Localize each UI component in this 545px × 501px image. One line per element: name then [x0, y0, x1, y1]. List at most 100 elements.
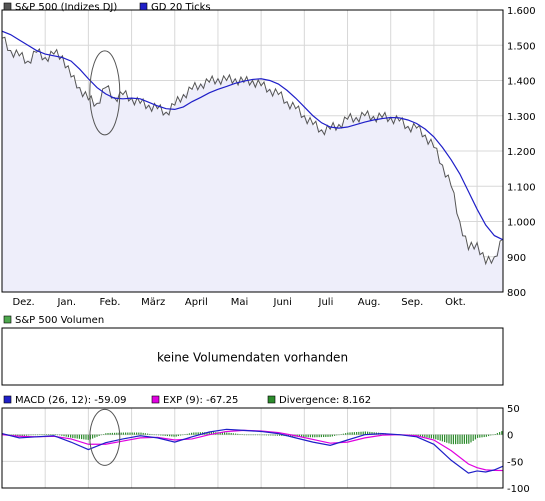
divergence-bar [34, 434, 36, 436]
price-y-tick-label: 1.000 [507, 218, 536, 229]
price-x-month-label: Okt. [445, 297, 466, 308]
divergence-bar [501, 431, 503, 435]
divergence-bar [158, 434, 160, 436]
divergence-bar [224, 432, 226, 435]
divergence-bar [246, 434, 248, 436]
divergence-bar [433, 434, 435, 439]
divergence-bar [210, 432, 212, 435]
divergence-bar [239, 434, 241, 435]
divergence-bar [96, 434, 98, 437]
divergence-bar [470, 434, 472, 443]
divergence-bar [228, 432, 230, 435]
divergence-bar [452, 434, 454, 445]
divergence-bar [26, 434, 28, 436]
divergence-bar [120, 432, 122, 435]
price-x-month-label: Dez. [12, 297, 34, 308]
divergence-bar [235, 433, 237, 435]
divergence-bar [468, 434, 470, 444]
divergence-bar [127, 432, 129, 435]
divergence-bar [226, 432, 228, 435]
divergence-bar [169, 434, 171, 437]
divergence-bar [232, 433, 234, 435]
legend-swatch-gd20 [139, 2, 148, 11]
divergence-bar [118, 432, 120, 435]
divergence-bar [290, 434, 292, 437]
divergence-bar [494, 434, 496, 435]
divergence-bar [149, 433, 151, 435]
divergence-bar [111, 432, 113, 435]
divergence-bar [83, 434, 85, 440]
divergence-bar [125, 432, 127, 435]
divergence-bar [78, 434, 80, 439]
divergence-bar [193, 432, 195, 435]
price-y-tick-label: 800 [507, 288, 526, 299]
divergence-bar [43, 434, 45, 435]
divergence-bar [371, 432, 373, 435]
divergence-bar [133, 432, 135, 435]
divergence-bar [12, 434, 14, 436]
exp9-signal-line [1, 429, 504, 472]
divergence-bar [67, 434, 69, 438]
divergence-bar [237, 433, 239, 435]
divergence-bar [221, 432, 223, 435]
divergence-bar [195, 432, 197, 435]
price-x-month-label: Feb. [100, 297, 121, 308]
divergence-bar [276, 434, 278, 436]
divergence-bar [426, 434, 428, 438]
divergence-bar [17, 434, 19, 436]
divergence-bar [19, 434, 21, 437]
price-x-month-label: März [141, 297, 165, 308]
divergence-bar [320, 434, 322, 438]
price-y-tick-label: 1.400 [507, 77, 536, 88]
divergence-bar [206, 432, 208, 435]
divergence-bar [138, 432, 140, 435]
divergence-bar [136, 432, 138, 435]
divergence-bar [155, 434, 157, 436]
divergence-bar [270, 434, 272, 436]
divergence-bar [70, 434, 72, 438]
legend-label-exp: EXP (9): -67.25 [163, 395, 238, 406]
divergence-bar [45, 434, 47, 435]
macd-y-tick-label: -50 [507, 457, 523, 468]
divergence-bar [367, 431, 369, 435]
divergence-bar [439, 434, 441, 441]
divergence-bar [444, 434, 446, 443]
price-x-month-label: Juni [273, 297, 292, 308]
divergence-bar [74, 434, 76, 439]
volume-no-data-message: keine Volumendaten vorhanden [157, 351, 348, 365]
divergence-bar [52, 434, 54, 435]
price-x-month-label: Sep. [401, 297, 423, 308]
divergence-bar [364, 431, 366, 435]
divergence-bar [171, 434, 173, 437]
divergence-bar [122, 432, 124, 435]
divergence-bar [325, 434, 327, 437]
divergence-bar [461, 434, 463, 444]
price-x-month-label: Juli [318, 297, 334, 308]
legend-label-divergence: Divergence: 8.162 [279, 395, 371, 406]
divergence-bar [37, 434, 39, 436]
price-y-tick-label: 1.500 [507, 41, 536, 52]
divergence-bar [65, 434, 67, 437]
divergence-bar [298, 434, 300, 437]
legend-swatch-macd [3, 395, 12, 404]
divergence-bar [499, 432, 501, 435]
divergence-bar [162, 434, 164, 436]
divergence-bar [142, 432, 144, 435]
divergence-bar [257, 434, 259, 436]
divergence-bar [180, 434, 182, 436]
divergence-bar [477, 434, 479, 438]
price-x-month-label: Mai [231, 297, 249, 308]
divergence-bar [259, 434, 261, 436]
divergence-bar [61, 434, 63, 436]
divergence-bar [164, 434, 166, 436]
divergence-bar [457, 434, 459, 445]
price-y-tick-label: 1.600 [507, 6, 536, 17]
divergence-bar [23, 434, 25, 436]
divergence-bar [435, 434, 437, 440]
divergence-bar [160, 434, 162, 436]
legend-label-sp500: S&P 500 (Indizes DJ) [15, 2, 117, 13]
divergence-bar [147, 433, 149, 435]
macd-panel-background [2, 408, 503, 488]
